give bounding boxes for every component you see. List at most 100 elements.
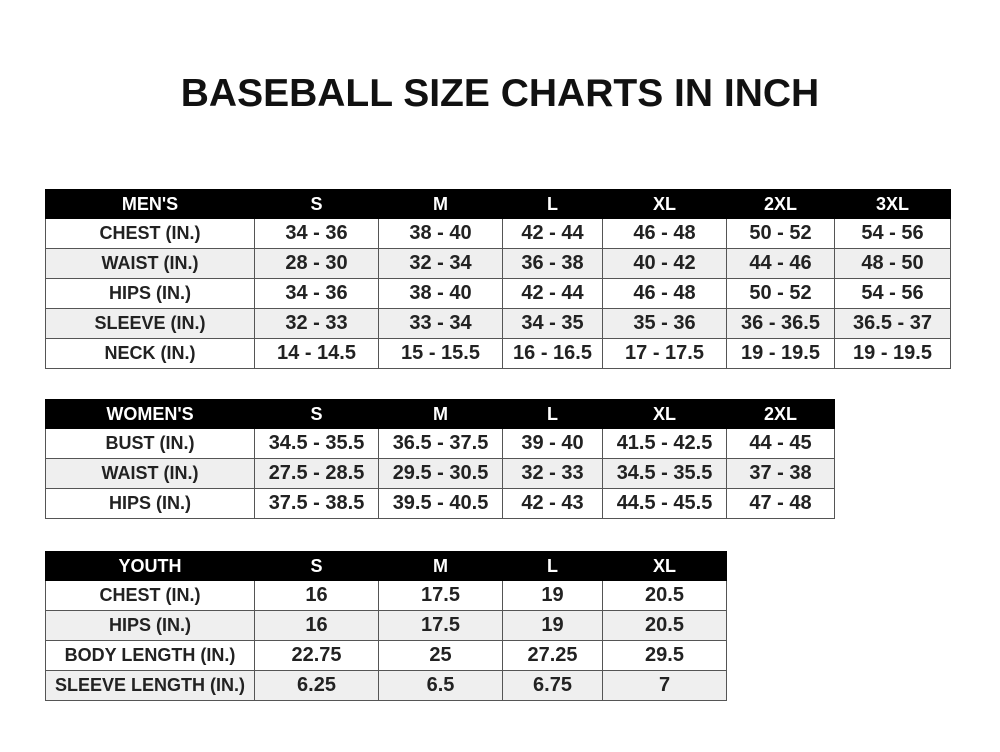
measurement-label: HIPS (IN.) [45,488,255,519]
womens-size-table: WOMEN'S S M L XL 2XL BUST (IN.) 34.5 - 35.5 36.5… [45,399,835,519]
table-row: SLEEVE (IN.) 32 - 33 33 - 34 34 - 35 35 - 36… [45,308,951,339]
category-header: MEN'S [45,189,255,219]
measurement-label: HIPS (IN.) [45,610,255,641]
size-header: S [254,551,379,581]
size-header: 3XL [834,189,951,219]
size-value: 6.75 [502,670,603,701]
measurement-label: SLEEVE (IN.) [45,308,255,339]
size-value: 46 - 48 [602,218,727,249]
size-value: 14 - 14.5 [254,338,379,369]
size-value: 34.5 - 35.5 [602,458,727,489]
measurement-label: WAIST (IN.) [45,248,255,279]
size-value: 20.5 [602,580,727,611]
size-value: 38 - 40 [378,278,503,309]
size-value: 38 - 40 [378,218,503,249]
size-value: 42 - 43 [502,488,603,519]
table-row: CHEST (IN.) 34 - 36 38 - 40 42 - 44 46 - 48 5… [45,218,951,249]
size-value: 50 - 52 [726,278,835,309]
table-row: CHEST (IN.) 16 17.5 19 20.5 [45,580,727,611]
table-row: HIPS (IN.) 16 17.5 19 20.5 [45,610,727,641]
size-value: 36 - 36.5 [726,308,835,339]
size-value: 32 - 33 [254,308,379,339]
header-row: MEN'S S M L XL 2XL 3XL [45,189,951,219]
measurement-label: BODY LENGTH (IN.) [45,640,255,671]
size-value: 27.5 - 28.5 [254,458,379,489]
page-title: BASEBALL SIZE CHARTS IN INCH [180,72,820,115]
size-value: 29.5 [602,640,727,671]
measurement-label: CHEST (IN.) [45,580,255,611]
size-value: 48 - 50 [834,248,951,279]
size-header: M [378,189,503,219]
measurement-label: BUST (IN.) [45,428,255,459]
size-value: 44 - 45 [726,428,835,459]
size-value: 32 - 33 [502,458,603,489]
category-header: YOUTH [45,551,255,581]
size-header: M [378,551,503,581]
size-value: 35 - 36 [602,308,727,339]
measurement-label: HIPS (IN.) [45,278,255,309]
size-value: 54 - 56 [834,218,951,249]
size-value: 25 [378,640,503,671]
size-value: 33 - 34 [378,308,503,339]
table-row: WAIST (IN.) 28 - 30 32 - 34 36 - 38 40 - 42 4… [45,248,951,279]
size-value: 39.5 - 40.5 [378,488,503,519]
size-value: 44.5 - 45.5 [602,488,727,519]
measurement-label: NECK (IN.) [45,338,255,369]
size-value: 36.5 - 37.5 [378,428,503,459]
category-header: WOMEN'S [45,399,255,429]
size-header: S [254,189,379,219]
size-value: 16 [254,610,379,641]
table-row: HIPS (IN.) 34 - 36 38 - 40 42 - 44 46 - 48 50… [45,278,951,309]
mens-size-table: MEN'S S M L XL 2XL 3XL CHEST (IN.) 34 - 36 38 - 4… [45,189,951,369]
size-value: 20.5 [602,610,727,641]
size-value: 37.5 - 38.5 [254,488,379,519]
size-value: 32 - 34 [378,248,503,279]
table-row: NECK (IN.) 14 - 14.5 15 - 15.5 16 - 16.5 17 … [45,338,951,369]
size-header: XL [602,551,727,581]
size-header: 2XL [726,399,835,429]
header-row: WOMEN'S S M L XL 2XL [45,399,835,429]
size-value: 29.5 - 30.5 [378,458,503,489]
size-value: 34 - 35 [502,308,603,339]
size-value: 17.5 [378,580,503,611]
size-value: 36 - 38 [502,248,603,279]
size-value: 42 - 44 [502,218,603,249]
size-value: 19 - 19.5 [726,338,835,369]
size-value: 44 - 46 [726,248,835,279]
measurement-label: SLEEVE LENGTH (IN.) [45,670,255,701]
size-value: 19 [502,610,603,641]
size-value: 19 - 19.5 [834,338,951,369]
size-value: 19 [502,580,603,611]
size-value: 7 [602,670,727,701]
size-value: 34 - 36 [254,218,379,249]
table-row: SLEEVE LENGTH (IN.) 6.25 6.5 6.75 7 [45,670,727,701]
measurement-label: CHEST (IN.) [45,218,255,249]
size-value: 6.5 [378,670,503,701]
table-row: HIPS (IN.) 37.5 - 38.5 39.5 - 40.5 42 - 43 4… [45,488,835,519]
youth-size-table: YOUTH S M L XL CHEST (IN.) 16 17.5 19 20.5 HIPS (I… [45,551,727,701]
size-header: 2XL [726,189,835,219]
table-row: BODY LENGTH (IN.) 22.75 25 27.25 29.5 [45,640,727,671]
size-header: M [378,399,503,429]
size-value: 34.5 - 35.5 [254,428,379,459]
table-row: BUST (IN.) 34.5 - 35.5 36.5 - 37.5 39 - 40 4… [45,428,835,459]
size-value: 6.25 [254,670,379,701]
size-value: 28 - 30 [254,248,379,279]
size-header: XL [602,399,727,429]
size-value: 34 - 36 [254,278,379,309]
size-value: 37 - 38 [726,458,835,489]
size-value: 15 - 15.5 [378,338,503,369]
table-row: WAIST (IN.) 27.5 - 28.5 29.5 - 30.5 32 - 33… [45,458,835,489]
size-value: 50 - 52 [726,218,835,249]
size-value: 42 - 44 [502,278,603,309]
size-value: 16 - 16.5 [502,338,603,369]
size-header: L [502,399,603,429]
size-header: XL [602,189,727,219]
header-row: YOUTH S M L XL [45,551,727,581]
size-value: 47 - 48 [726,488,835,519]
size-value: 17.5 [378,610,503,641]
size-value: 17 - 17.5 [602,338,727,369]
size-value: 46 - 48 [602,278,727,309]
size-value: 36.5 - 37 [834,308,951,339]
size-value: 39 - 40 [502,428,603,459]
